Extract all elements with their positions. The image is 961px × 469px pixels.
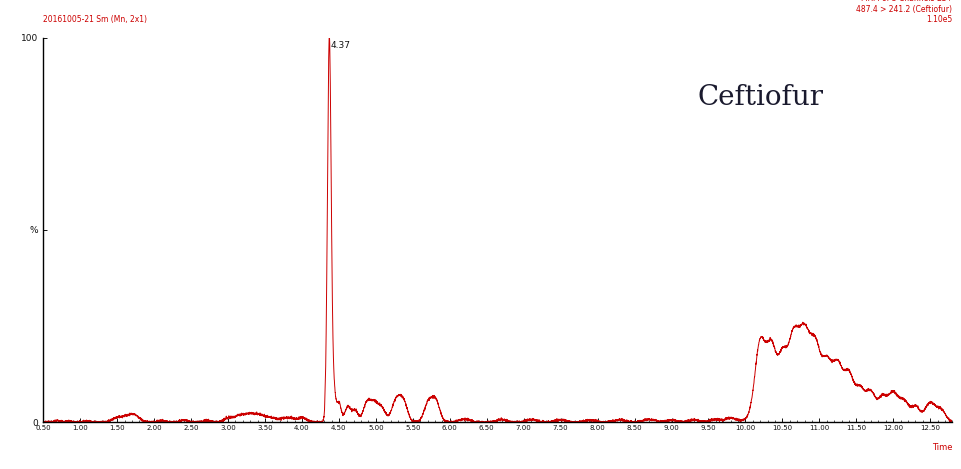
Text: MRM of 3 Channels ES+
487.4 > 241.2 (Ceftiofur)
1.10e5: MRM of 3 Channels ES+ 487.4 > 241.2 (Cef… bbox=[855, 0, 951, 24]
Text: Time: Time bbox=[931, 443, 951, 452]
Text: 20161005-21 Sm (Mn, 2x1): 20161005-21 Sm (Mn, 2x1) bbox=[43, 15, 147, 24]
Text: 4.37: 4.37 bbox=[331, 41, 351, 50]
Text: Ceftiofur: Ceftiofur bbox=[697, 83, 823, 111]
